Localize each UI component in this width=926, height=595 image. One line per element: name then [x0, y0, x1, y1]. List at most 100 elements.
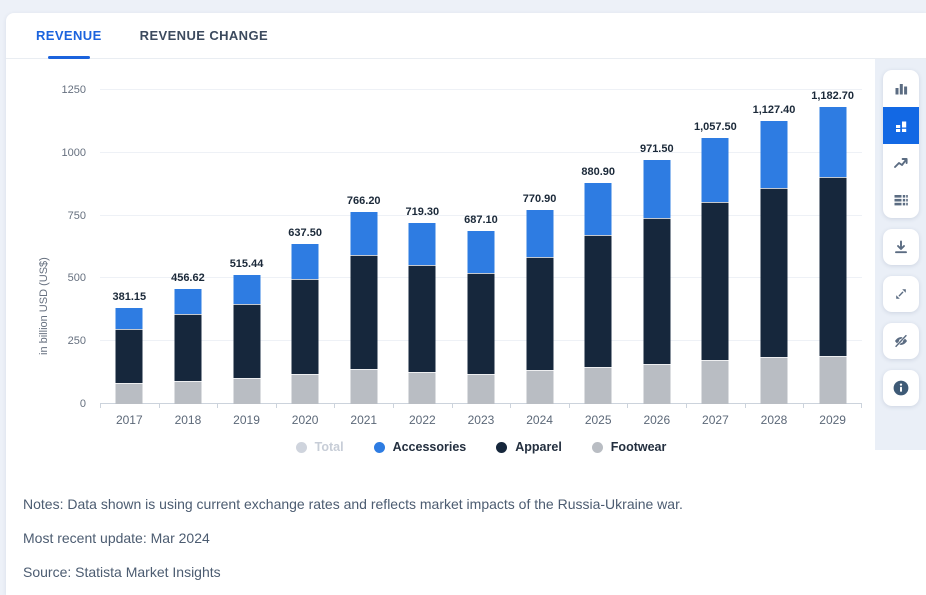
- legend-dot-icon: [496, 441, 508, 453]
- segment-footwear[interactable]: [819, 355, 847, 404]
- chart-type-line-button[interactable]: [883, 144, 919, 181]
- bar-total-label: 766.20: [346, 194, 381, 207]
- bar-2024[interactable]: [526, 210, 554, 404]
- bar-column-2026: 971.50: [627, 90, 686, 404]
- legend-item-apparel[interactable]: Apparel: [496, 440, 562, 454]
- segment-accessories[interactable]: [291, 243, 319, 280]
- bar-total-label: 1,127.40: [752, 103, 796, 116]
- chart-type-table-button[interactable]: [883, 181, 919, 218]
- x-tick-label-2029: 2029: [803, 404, 862, 427]
- bar-2027[interactable]: [701, 138, 729, 404]
- segment-apparel[interactable]: [701, 201, 729, 360]
- bar-2021[interactable]: [350, 211, 378, 404]
- tab-revenue-change[interactable]: REVENUE CHANGE: [139, 28, 269, 43]
- segment-apparel[interactable]: [350, 254, 378, 369]
- x-tick-label-2018: 2018: [158, 404, 218, 427]
- bar-2022[interactable]: [408, 223, 436, 404]
- bar-2018[interactable]: [174, 289, 202, 404]
- segment-accessories[interactable]: [819, 106, 847, 178]
- segment-accessories[interactable]: [526, 210, 554, 258]
- segment-footwear[interactable]: [174, 380, 202, 404]
- segment-footwear[interactable]: [760, 357, 788, 404]
- legend-label: Footwear: [610, 440, 667, 454]
- segment-footwear[interactable]: [291, 374, 319, 404]
- download-button[interactable]: [882, 229, 919, 265]
- bar-column-2027: 1,057.50: [686, 90, 745, 404]
- legend-dot-icon: [295, 441, 307, 453]
- column-chart-icon: [893, 81, 909, 97]
- segment-apparel[interactable]: [819, 177, 847, 356]
- bar-2028[interactable]: [760, 120, 788, 404]
- chart-card: REVENUE REVENUE CHANGE in billion USD (U…: [6, 13, 926, 595]
- segment-apparel[interactable]: [291, 279, 319, 375]
- segment-footwear[interactable]: [643, 364, 671, 404]
- bar-2029[interactable]: [819, 106, 847, 404]
- segment-accessories[interactable]: [643, 159, 671, 218]
- source-text: Source: Statista Market Insights: [23, 564, 221, 580]
- bar-column-2024: 770.90: [510, 90, 569, 404]
- bar-column-2020: 637.50: [276, 90, 335, 404]
- segment-footwear[interactable]: [701, 359, 729, 404]
- segment-apparel[interactable]: [174, 314, 202, 381]
- chart-type-stacked-button[interactable]: [882, 107, 919, 144]
- segment-apparel[interactable]: [643, 217, 671, 365]
- info-icon: [892, 379, 910, 397]
- bar-2017[interactable]: [115, 308, 143, 404]
- segment-footwear[interactable]: [467, 374, 495, 404]
- bar-2026[interactable]: [643, 159, 671, 404]
- bar-total-label: 880.90: [581, 165, 615, 178]
- segment-footwear[interactable]: [233, 378, 261, 404]
- segment-footwear[interactable]: [526, 370, 554, 404]
- segment-footwear[interactable]: [350, 368, 378, 404]
- segment-accessories[interactable]: [233, 274, 261, 304]
- segment-accessories[interactable]: [701, 138, 729, 202]
- x-tick-label-2024: 2024: [510, 404, 569, 427]
- tab-revenue[interactable]: REVENUE: [28, 13, 110, 58]
- segment-accessories[interactable]: [408, 223, 436, 265]
- legend-item-footwear[interactable]: Footwear: [591, 440, 667, 454]
- segment-accessories[interactable]: [584, 182, 612, 236]
- segment-apparel[interactable]: [115, 329, 143, 383]
- legend-item-accessories[interactable]: Accessories: [373, 440, 466, 454]
- expand-button[interactable]: [882, 276, 919, 312]
- x-tick-label-2022: 2022: [393, 404, 452, 427]
- chart-type-column-button[interactable]: [883, 70, 919, 107]
- x-tick-label-2021: 2021: [334, 404, 393, 427]
- bar-2025[interactable]: [584, 182, 612, 404]
- legend-label: Total: [314, 440, 344, 454]
- segment-footwear[interactable]: [584, 367, 612, 404]
- segment-accessories[interactable]: [174, 289, 202, 315]
- bar-total-label: 770.90: [522, 193, 557, 206]
- segment-apparel[interactable]: [760, 188, 788, 358]
- segment-footwear[interactable]: [115, 382, 143, 404]
- segment-accessories[interactable]: [467, 231, 495, 273]
- segment-apparel[interactable]: [233, 303, 261, 379]
- info-button[interactable]: [882, 370, 919, 406]
- y-tick-label: 500: [67, 272, 86, 285]
- bar-total-label: 1,057.50: [693, 121, 737, 134]
- gridline-1250: [100, 89, 862, 90]
- chart-section: in billion USD (US$) 0 250 500 750 1000 1250 3…: [6, 59, 926, 478]
- segment-apparel[interactable]: [584, 235, 612, 368]
- y-tick-label: 0: [79, 398, 86, 410]
- tab-bar: REVENUE REVENUE CHANGE: [6, 13, 926, 59]
- segment-apparel[interactable]: [408, 264, 436, 372]
- segment-accessories[interactable]: [350, 211, 378, 255]
- chart-toolbar: [875, 59, 926, 450]
- bar-2023[interactable]: [467, 231, 495, 404]
- chart-legend: Total Accessories Apparel Footwear: [100, 440, 862, 454]
- bar-2019[interactable]: [233, 274, 261, 404]
- segment-accessories[interactable]: [115, 308, 143, 330]
- y-axis-title: in billion USD (US$): [38, 257, 50, 355]
- x-tick-label-2023: 2023: [451, 404, 511, 427]
- hide-labels-button[interactable]: [882, 323, 919, 359]
- segment-apparel[interactable]: [467, 272, 495, 375]
- segment-apparel[interactable]: [526, 257, 554, 371]
- bar-2020[interactable]: [291, 243, 319, 404]
- segment-accessories[interactable]: [760, 120, 788, 189]
- segment-footwear[interactable]: [408, 371, 436, 404]
- expand-icon: [893, 286, 909, 302]
- x-tick-label-2020: 2020: [275, 404, 335, 427]
- legend-item-total[interactable]: Total: [295, 440, 344, 454]
- bar-column-2023: 687.10: [452, 90, 511, 404]
